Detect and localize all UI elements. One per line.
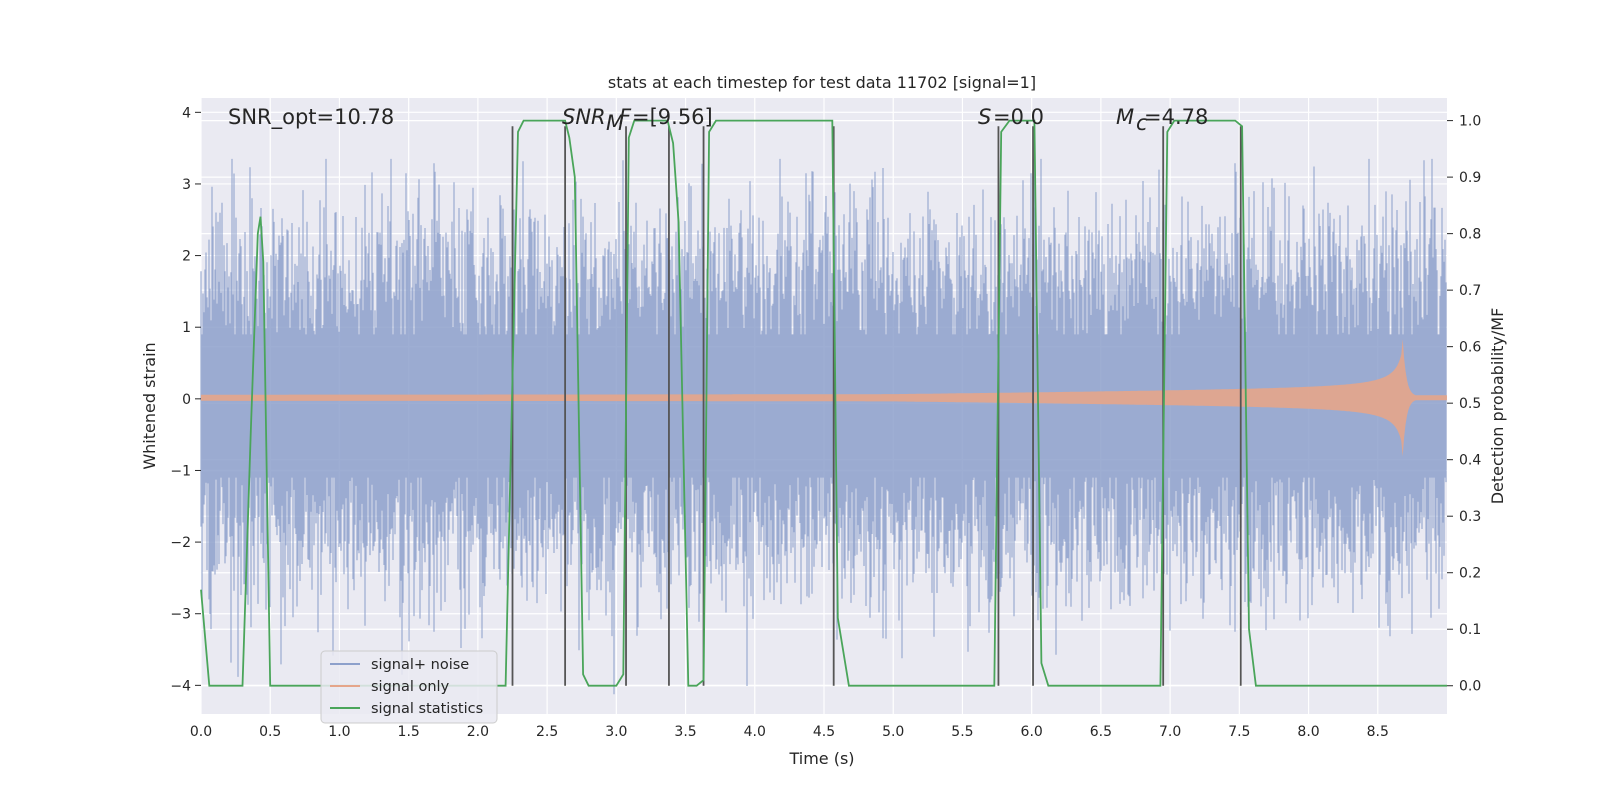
y2-tick-label: 0.2 [1459, 566, 1481, 582]
y2-tick-label: 0.8 [1459, 227, 1481, 243]
y-tick-label: 2 [182, 249, 191, 265]
y-tick-label: 3 [182, 177, 191, 193]
x-tick-label: 3.5 [674, 724, 696, 740]
y-tick-label: 4 [182, 105, 191, 121]
x-tick-label: 8.0 [1297, 724, 1319, 740]
x-tick-label: 6.0 [1021, 724, 1043, 740]
y-tick-label: −2 [170, 535, 191, 551]
signal-only-trace [201, 339, 1447, 457]
y2-tick-label: 0.3 [1459, 509, 1481, 525]
annotation-snr-opt: SNR_opt=10.78 [228, 105, 394, 130]
y-tick-label: −1 [170, 463, 191, 479]
x-tick-label: 4.5 [813, 724, 835, 740]
x-tick-label: 7.5 [1228, 724, 1250, 740]
x-tick-label: 2.5 [536, 724, 558, 740]
y2-tick-label: 1.0 [1459, 114, 1481, 130]
y2-tick-label: 0.5 [1459, 396, 1481, 412]
annotation-s-stat: S =0.0 [978, 105, 1044, 129]
series-signal-statistics [200, 119, 1447, 687]
y2-tick-label: 0.0 [1459, 679, 1481, 695]
x-tick-label: 0.0 [190, 724, 212, 740]
x-tick-label: 2.0 [467, 724, 489, 740]
y-tick-label: 1 [182, 320, 191, 336]
legend-label-signal-noise: signal+ noise [371, 657, 469, 673]
y-tick-label: −3 [170, 607, 191, 623]
x-tick-label: 3.0 [605, 724, 627, 740]
y-ticks: 4 3 2 1 0 −1 −2 −3 −4 [170, 105, 201, 694]
y2-tick-label: 0.4 [1459, 453, 1481, 469]
y2-tick-label: 0.6 [1459, 340, 1481, 356]
x-tick-label: 8.5 [1367, 724, 1389, 740]
svg-text:M: M [606, 111, 624, 135]
x-tick-label: 0.5 [259, 724, 281, 740]
legend: signal+ noise signal only signal statist… [320, 650, 498, 724]
y2-axis-label: Detection probability/MF [1488, 308, 1507, 505]
x-tick-label: 5.5 [951, 724, 973, 740]
chart-title: stats at each timestep for test data 117… [608, 73, 1036, 92]
annotation-mc: M c =4.78 [1116, 105, 1208, 135]
svg-text:c: c [1136, 111, 1148, 135]
x-tick-label: 5.0 [882, 724, 904, 740]
x-tick-label: 6.5 [1090, 724, 1112, 740]
y2-tick-label: 0.7 [1459, 283, 1481, 299]
series-signal-only [201, 339, 1447, 457]
y-axis-label: Whitened strain [140, 342, 159, 469]
svg-text:SNR: SNR [562, 105, 606, 129]
y2-ticks: 1.0 0.9 0.8 0.7 0.6 0.5 0.4 0.3 0.2 0.1 0.0 [1447, 114, 1481, 695]
svg-text:=4.78: =4.78 [1144, 105, 1208, 129]
y-tick-label: 0 [182, 392, 191, 408]
svg-text:=[9.56]: =[9.56] [632, 105, 713, 129]
y-tick-label: −4 [170, 678, 191, 694]
svg-text:=0.0: =0.0 [993, 105, 1044, 129]
annotation-snr-mf: SNR M F =[9.56] [562, 105, 713, 135]
x-tick-label: 4.0 [744, 724, 766, 740]
x-axis-label: Time (s) [788, 749, 854, 768]
x-ticks: 0.0 0.5 1.0 1.5 2.0 2.5 3.0 3.5 4.0 4.5 5.0 5.5 6.0 6… [190, 724, 1389, 740]
y2-tick-label: 0.9 [1459, 170, 1481, 186]
legend-label-signal-statistics: signal statistics [371, 701, 483, 717]
signal-statistics-line [200, 119, 1447, 687]
x-tick-label: 1.5 [398, 724, 420, 740]
svg-text:M: M [1116, 105, 1134, 129]
x-tick-label: 1.0 [328, 724, 350, 740]
y2-tick-label: 0.1 [1459, 622, 1481, 638]
legend-label-signal-only: signal only [371, 679, 450, 695]
svg-text:S: S [978, 105, 991, 129]
svg-text:F: F [619, 105, 632, 129]
x-tick-label: 7.0 [1159, 724, 1181, 740]
